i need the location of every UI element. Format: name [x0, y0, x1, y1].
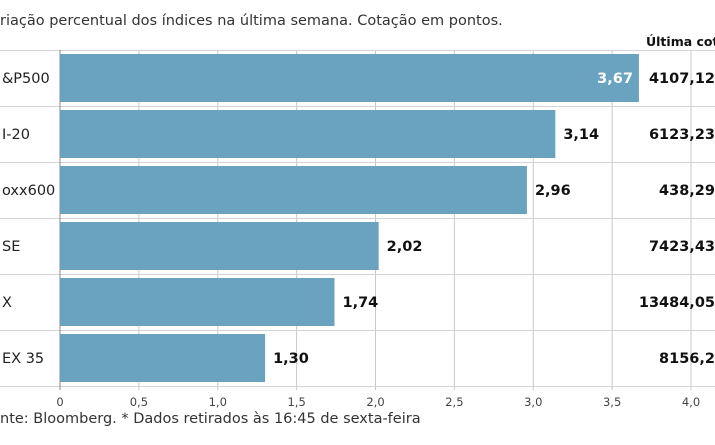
- tick-label: 1,0: [209, 395, 227, 409]
- chart-subtitle: riação percentual dos índices na última …: [0, 13, 503, 29]
- last-quote-column-header: Última cotaç: [646, 34, 715, 49]
- value-label: 2,02: [387, 239, 423, 255]
- tick-label: 4,0: [682, 395, 700, 409]
- bar: [60, 222, 379, 270]
- bar: [60, 54, 639, 102]
- tick-label: 0: [56, 395, 63, 409]
- category-label: X: [2, 295, 12, 311]
- value-label: 3,67: [597, 71, 633, 87]
- bar: [60, 334, 266, 382]
- tick-label: 1,5: [287, 395, 305, 409]
- last-quote-value: 8156,2: [659, 351, 715, 367]
- category-label: SE: [2, 239, 20, 255]
- tick-label: 0,5: [130, 395, 148, 409]
- last-quote-value: 4107,12: [649, 71, 715, 87]
- value-label: 1,74: [342, 295, 378, 311]
- last-quote-value: 13484,05: [639, 295, 715, 311]
- bar: [60, 278, 335, 326]
- bar: [60, 110, 556, 158]
- last-quote-value: 7423,43: [649, 239, 715, 255]
- category-label: &P500: [2, 71, 50, 87]
- value-label: 2,96: [535, 183, 571, 199]
- tick-label: 3,5: [603, 395, 621, 409]
- last-quote-value: 6123,23: [649, 127, 715, 143]
- tick-label: 2,0: [366, 395, 384, 409]
- bar: [60, 166, 527, 214]
- category-label: oxx600: [2, 183, 55, 199]
- source-note: nte: Bloomberg. * Dados retirados às 16:…: [0, 411, 421, 427]
- tick-label: 2,5: [445, 395, 463, 409]
- category-label: EX 35: [2, 351, 44, 367]
- category-label: I-20: [2, 127, 30, 143]
- value-label: 3,14: [563, 127, 599, 143]
- last-quote-value: 438,29: [659, 183, 715, 199]
- value-label: 1,30: [273, 351, 309, 367]
- tick-label: 3,0: [524, 395, 542, 409]
